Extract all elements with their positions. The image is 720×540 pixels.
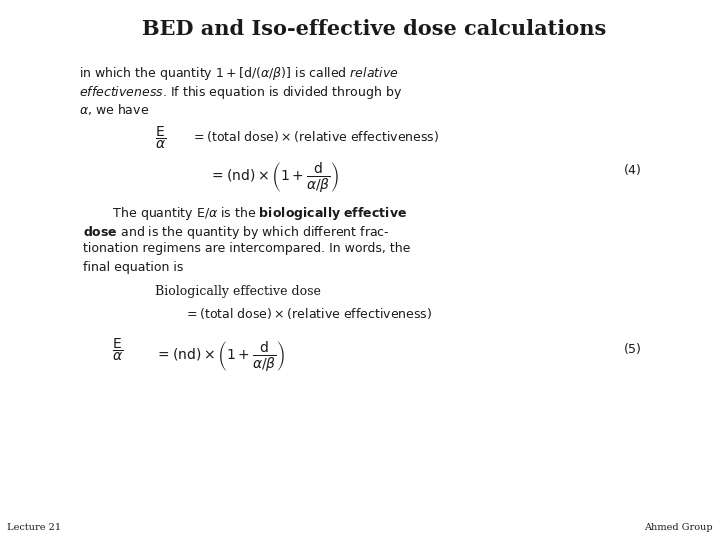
- Text: Ahmed Group: Ahmed Group: [644, 523, 713, 532]
- Text: $(5)$: $(5)$: [623, 341, 642, 356]
- Text: $\dfrac{\mathrm{E}}{\alpha}$: $\dfrac{\mathrm{E}}{\alpha}$: [155, 124, 166, 151]
- Text: $= (\mathrm{nd}) \times \left(1 + \dfrac{\mathrm{d}}{\alpha/\beta}\right)$: $= (\mathrm{nd}) \times \left(1 + \dfrac…: [209, 160, 339, 194]
- Text: $= (\mathrm{total\ dose}) \times (\mathrm{relative\ effectiveness})$: $= (\mathrm{total\ dose}) \times (\mathr…: [184, 306, 432, 321]
- Text: BED and Iso-effective dose calculations: BED and Iso-effective dose calculations: [143, 19, 606, 39]
- Text: final equation is: final equation is: [83, 261, 183, 274]
- Text: tionation regimens are intercompared. In words, the: tionation regimens are intercompared. In…: [83, 242, 410, 255]
- Text: $\mathbf{dose}$ and is the quantity by which different frac-: $\mathbf{dose}$ and is the quantity by w…: [83, 224, 390, 241]
- Text: $= (\mathrm{nd}) \times \left(1 + \dfrac{\mathrm{d}}{\alpha/\beta}\right)$: $= (\mathrm{nd}) \times \left(1 + \dfrac…: [155, 339, 285, 373]
- Text: The quantity $\mathrm{E}/\alpha$ is the $\mathbf{biologically\ effective}$: The quantity $\mathrm{E}/\alpha$ is the …: [97, 205, 408, 222]
- Text: $\it{effectiveness}$. If this equation is divided through by: $\it{effectiveness}$. If this equation i…: [79, 84, 402, 100]
- Text: $= (\mathrm{total\ dose}) \times (\mathrm{relative\ effectiveness})$: $= (\mathrm{total\ dose}) \times (\mathr…: [191, 129, 439, 144]
- Text: in which the quantity $1 + [\mathrm{d}/(\alpha/\beta)]$ is called $\it{relative}: in which the quantity $1 + [\mathrm{d}/(…: [79, 65, 399, 82]
- Text: $\dfrac{\mathrm{E}}{\alpha}$: $\dfrac{\mathrm{E}}{\alpha}$: [112, 336, 122, 363]
- Text: $(4)$: $(4)$: [623, 162, 642, 177]
- Text: Lecture 21: Lecture 21: [7, 523, 61, 532]
- Text: Biologically effective dose: Biologically effective dose: [155, 285, 320, 298]
- Text: $\alpha$, we have: $\alpha$, we have: [79, 102, 149, 117]
